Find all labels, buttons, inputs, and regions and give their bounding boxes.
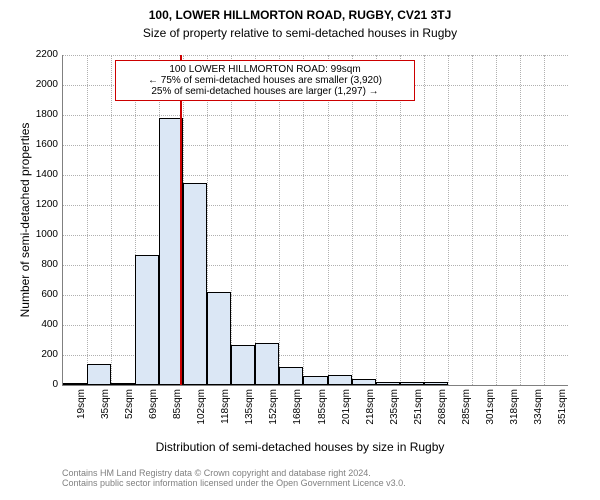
histogram-bar: [303, 376, 327, 385]
x-tick-label: 351sqm: [557, 389, 568, 439]
gridline-v: [255, 55, 256, 385]
chart-title: 100, LOWER HILLMORTON ROAD, RUGBY, CV21 …: [0, 8, 600, 22]
x-tick-label: 268sqm: [437, 389, 448, 439]
x-tick-label: 201sqm: [341, 389, 352, 439]
annotation-box: 100 LOWER HILLMORTON ROAD: 99sqm ← 75% o…: [115, 60, 415, 101]
x-tick-label: 185sqm: [317, 389, 328, 439]
y-tick-label: 1400: [22, 169, 58, 180]
gridline-v: [376, 55, 377, 385]
y-tick-label: 200: [22, 349, 58, 360]
y-tick-label: 600: [22, 289, 58, 300]
footer-line-2: Contains public sector information licen…: [62, 478, 406, 488]
x-tick-label: 152sqm: [268, 389, 279, 439]
x-tick-label: 318sqm: [509, 389, 520, 439]
histogram-bar: [352, 379, 376, 385]
histogram-bar: [255, 343, 279, 385]
gridline-h: [63, 235, 568, 236]
x-tick-label: 135sqm: [244, 389, 255, 439]
x-tick-label: 118sqm: [220, 389, 231, 439]
gridline-v: [496, 55, 497, 385]
y-tick-label: 1600: [22, 139, 58, 150]
x-tick-label: 35sqm: [100, 389, 111, 439]
marker-line: [180, 55, 182, 385]
gridline-h: [63, 175, 568, 176]
gridline-h: [63, 55, 568, 56]
x-tick-label: 102sqm: [196, 389, 207, 439]
histogram-bar: [328, 375, 352, 386]
gridline-v: [520, 55, 521, 385]
gridline-v: [111, 55, 112, 385]
y-tick-label: 800: [22, 259, 58, 270]
gridline-h: [63, 205, 568, 206]
gridline-v: [279, 55, 280, 385]
x-tick-label: 334sqm: [533, 389, 544, 439]
histogram-bar: [63, 383, 87, 385]
histogram-bar: [400, 382, 424, 385]
x-tick-label: 218sqm: [365, 389, 376, 439]
y-tick-label: 400: [22, 319, 58, 330]
x-tick-label: 285sqm: [461, 389, 472, 439]
histogram-bar: [207, 292, 231, 385]
histogram-bar: [279, 367, 303, 385]
footer-line-1: Contains HM Land Registry data © Crown c…: [62, 468, 406, 478]
gridline-v: [472, 55, 473, 385]
annotation-line-1: 100 LOWER HILLMORTON ROAD: 99sqm: [122, 64, 408, 75]
gridline-v: [424, 55, 425, 385]
gridline-v: [352, 55, 353, 385]
annotation-line-2: ← 75% of semi-detached houses are smalle…: [122, 75, 408, 86]
gridline-v: [544, 55, 545, 385]
gridline-v: [231, 55, 232, 385]
chart-subtitle: Size of property relative to semi-detach…: [0, 26, 600, 40]
y-tick-label: 0: [22, 379, 58, 390]
histogram-bar: [231, 345, 255, 386]
gridline-v: [448, 55, 449, 385]
gridline-v: [303, 55, 304, 385]
x-tick-label: 85sqm: [172, 389, 183, 439]
histogram-bar: [424, 382, 448, 385]
y-tick-label: 1200: [22, 199, 58, 210]
gridline-h: [63, 115, 568, 116]
y-tick-label: 1000: [22, 229, 58, 240]
y-tick-label: 2000: [22, 79, 58, 90]
gridline-v: [400, 55, 401, 385]
y-tick-label: 2200: [22, 49, 58, 60]
gridline-v: [87, 55, 88, 385]
histogram-bar: [135, 255, 159, 386]
y-axis-label: Number of semi-detached properties: [18, 55, 32, 385]
footer: Contains HM Land Registry data © Crown c…: [62, 468, 406, 488]
x-tick-label: 235sqm: [389, 389, 400, 439]
y-tick-label: 1800: [22, 109, 58, 120]
annotation-line-3: 25% of semi-detached houses are larger (…: [122, 86, 408, 97]
histogram-plot: [62, 55, 568, 386]
x-tick-label: 19sqm: [76, 389, 87, 439]
histogram-bar: [376, 382, 400, 385]
x-tick-label: 301sqm: [485, 389, 496, 439]
gridline-v: [328, 55, 329, 385]
histogram-bar: [87, 364, 111, 385]
x-tick-label: 168sqm: [292, 389, 303, 439]
x-tick-label: 251sqm: [413, 389, 424, 439]
x-tick-label: 69sqm: [148, 389, 159, 439]
x-tick-label: 52sqm: [124, 389, 135, 439]
gridline-h: [63, 145, 568, 146]
histogram-bar: [111, 383, 135, 385]
x-axis-label: Distribution of semi-detached houses by …: [0, 440, 600, 454]
histogram-bar: [183, 183, 207, 386]
